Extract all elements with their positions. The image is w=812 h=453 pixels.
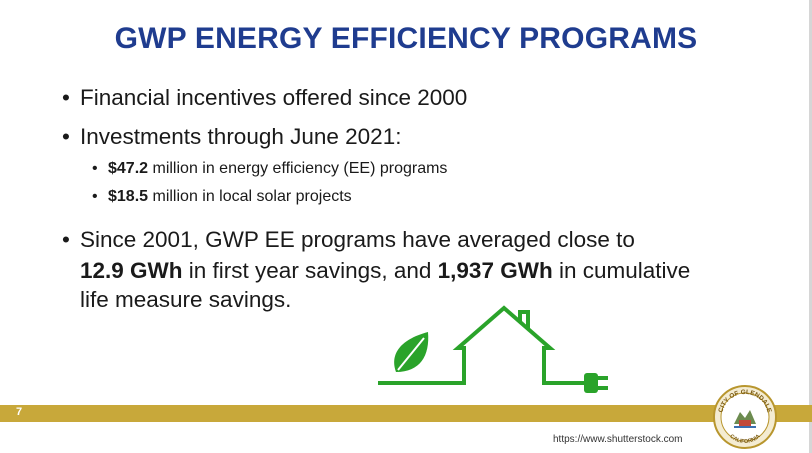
green-house-graphic (378, 305, 608, 393)
savings-text: in first year savings, and (182, 258, 438, 283)
bullet-savings: • Since 2001, GWP EE programs have averag… (62, 224, 635, 255)
bullet-savings-line-3: life measure savings. (80, 287, 291, 313)
bullet-glyph: • (92, 160, 98, 177)
savings-text: life measure savings. (80, 287, 292, 312)
bullet-text: Since 2001, GWP EE programs have average… (80, 227, 635, 252)
bullet-financial-incentives: • Financial incentives offered since 2000 (62, 82, 467, 113)
leaf-icon (394, 332, 429, 372)
savings-text: in cumulative (552, 258, 691, 283)
cumulative-savings: 1,937 GWh (437, 258, 553, 283)
bullet-text: Investments through June 2021: (80, 124, 402, 149)
sub-bullet-solar: • $18.5 million in local solar projects (92, 188, 352, 206)
first-year-savings: 12.9 GWh (80, 258, 183, 283)
seal-bottom-text: CALIFORNIA (728, 433, 761, 445)
page-number: 7 (16, 406, 23, 418)
bullet-glyph: • (62, 227, 70, 252)
amount-solar: $18.5 (108, 188, 149, 205)
city-seal-icon: CITY OF GLENDALE CALIFORNIA (713, 385, 777, 449)
bullet-glyph: • (62, 124, 70, 149)
svg-text:CALIFORNIA: CALIFORNIA (728, 433, 761, 445)
bullet-glyph: • (92, 188, 98, 205)
bullet-savings-line-2: 12.9 GWh in first year savings, and 1,93… (80, 258, 690, 284)
sub-bullet-text: million in local solar projects (148, 188, 352, 205)
footer-bar (0, 405, 812, 422)
image-source: https://www.shutterstock.com (553, 434, 683, 445)
bullet-investments: • Investments through June 2021: (62, 121, 401, 152)
bullet-glyph: • (62, 85, 70, 110)
bullet-text: Financial incentives offered since 2000 (80, 85, 468, 110)
sub-bullet-ee-programs: • $47.2 million in energy efficiency (EE)… (92, 160, 447, 178)
plug-icon (584, 373, 608, 393)
sub-bullet-text: million in energy efficiency (EE) progra… (148, 160, 448, 177)
slide-title: GWP ENERGY EFFICIENCY PROGRAMS (114, 22, 698, 55)
house-icon (378, 305, 584, 385)
amount-ee: $47.2 (108, 160, 149, 177)
slide-edge (809, 0, 812, 453)
